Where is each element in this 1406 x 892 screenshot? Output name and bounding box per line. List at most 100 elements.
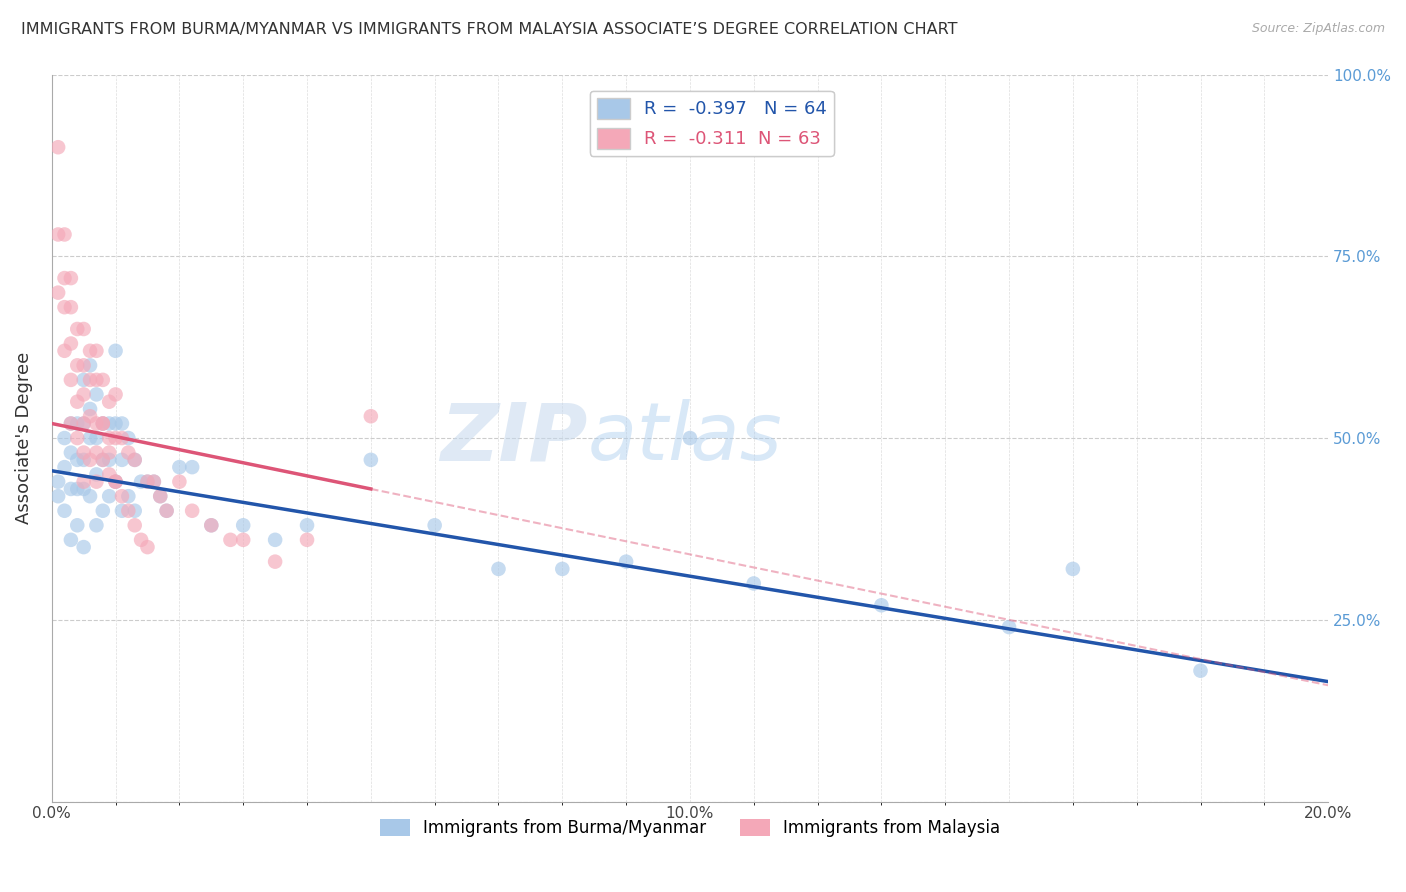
- Point: [1189, 664, 1212, 678]
- Point: [59, 533, 82, 547]
- Point: [136, 540, 159, 554]
- Point: [73, 475, 96, 489]
- Point: [111, 431, 134, 445]
- Text: Source: ZipAtlas.com: Source: ZipAtlas.com: [1251, 22, 1385, 36]
- Text: ZIP: ZIP: [440, 399, 588, 477]
- Point: [870, 599, 893, 613]
- Point: [46, 475, 69, 489]
- Point: [117, 431, 139, 445]
- Point: [86, 518, 108, 533]
- Point: [86, 475, 108, 489]
- Point: [86, 373, 108, 387]
- Point: [142, 475, 165, 489]
- Point: [91, 417, 114, 431]
- Point: [360, 409, 382, 424]
- Point: [264, 555, 287, 569]
- Text: IMMIGRANTS FROM BURMA/MYANMAR VS IMMIGRANTS FROM MALAYSIA ASSOCIATE’S DEGREE COR: IMMIGRANTS FROM BURMA/MYANMAR VS IMMIGRA…: [21, 22, 957, 37]
- Point: [742, 576, 765, 591]
- Point: [53, 460, 76, 475]
- Point: [86, 343, 108, 358]
- Point: [98, 467, 121, 482]
- Point: [59, 417, 82, 431]
- Point: [295, 533, 318, 547]
- Point: [423, 518, 446, 533]
- Point: [264, 533, 287, 547]
- Point: [86, 431, 108, 445]
- Point: [59, 336, 82, 351]
- Point: [66, 453, 89, 467]
- Point: [104, 387, 127, 401]
- Text: atlas: atlas: [588, 399, 783, 477]
- Y-axis label: Associate's Degree: Associate's Degree: [15, 352, 32, 524]
- Point: [156, 504, 179, 518]
- Point: [98, 445, 121, 459]
- Point: [104, 475, 127, 489]
- Point: [232, 518, 254, 533]
- Point: [73, 453, 96, 467]
- Point: [124, 518, 146, 533]
- Point: [104, 417, 127, 431]
- Point: [91, 417, 114, 431]
- Point: [79, 373, 101, 387]
- Point: [98, 431, 121, 445]
- Point: [86, 467, 108, 482]
- Point: [86, 387, 108, 401]
- Point: [59, 445, 82, 459]
- Point: [181, 504, 204, 518]
- Point: [98, 489, 121, 503]
- Point: [91, 453, 114, 467]
- Point: [117, 489, 139, 503]
- Point: [46, 140, 69, 154]
- Point: [73, 482, 96, 496]
- Point: [79, 409, 101, 424]
- Point: [998, 620, 1021, 634]
- Point: [111, 504, 134, 518]
- Point: [98, 417, 121, 431]
- Point: [66, 394, 89, 409]
- Point: [73, 540, 96, 554]
- Point: [53, 343, 76, 358]
- Point: [614, 555, 637, 569]
- Point: [129, 533, 152, 547]
- Point: [232, 533, 254, 547]
- Point: [104, 343, 127, 358]
- Point: [111, 453, 134, 467]
- Point: [124, 504, 146, 518]
- Point: [142, 475, 165, 489]
- Point: [73, 417, 96, 431]
- Point: [46, 227, 69, 242]
- Point: [169, 475, 191, 489]
- Point: [59, 271, 82, 285]
- Point: [91, 373, 114, 387]
- Point: [86, 445, 108, 459]
- Point: [124, 453, 146, 467]
- Point: [295, 518, 318, 533]
- Point: [124, 453, 146, 467]
- Point: [59, 300, 82, 314]
- Point: [149, 489, 172, 503]
- Point: [98, 394, 121, 409]
- Point: [73, 387, 96, 401]
- Point: [79, 453, 101, 467]
- Point: [111, 489, 134, 503]
- Point: [98, 453, 121, 467]
- Point: [53, 271, 76, 285]
- Point: [136, 475, 159, 489]
- Point: [59, 482, 82, 496]
- Point: [129, 475, 152, 489]
- Legend: Immigrants from Burma/Myanmar, Immigrants from Malaysia: Immigrants from Burma/Myanmar, Immigrant…: [373, 813, 1007, 844]
- Point: [104, 475, 127, 489]
- Point: [551, 562, 574, 576]
- Point: [149, 489, 172, 503]
- Point: [79, 489, 101, 503]
- Point: [66, 431, 89, 445]
- Point: [73, 359, 96, 373]
- Point: [117, 504, 139, 518]
- Point: [219, 533, 242, 547]
- Point: [53, 504, 76, 518]
- Point: [111, 417, 134, 431]
- Point: [46, 489, 69, 503]
- Point: [169, 460, 191, 475]
- Point: [66, 417, 89, 431]
- Point: [73, 417, 96, 431]
